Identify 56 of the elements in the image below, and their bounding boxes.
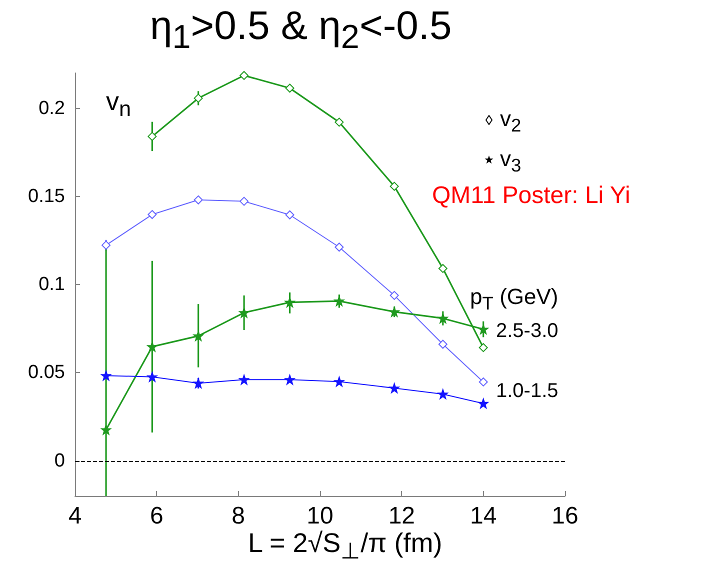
point — [101, 370, 112, 381]
point — [389, 383, 400, 394]
point — [284, 297, 295, 308]
point — [438, 340, 448, 349]
point — [193, 330, 204, 341]
point — [389, 306, 400, 317]
point — [148, 132, 157, 141]
point — [194, 195, 203, 204]
point — [390, 290, 399, 300]
annotation: 1.0-1.5 — [496, 380, 558, 403]
point — [239, 308, 250, 318]
point — [147, 342, 158, 352]
point — [438, 313, 448, 324]
x-tick-label: 16 — [552, 502, 578, 530]
point — [438, 389, 448, 400]
x-tick-label: 12 — [388, 502, 416, 530]
y-axis-title: v$_{n}$ — [106, 86, 132, 122]
y-tick-label: 0.1 — [38, 274, 65, 295]
x-tick-label: 14 — [470, 502, 497, 530]
x-axis-title: L = 2√S$_{⊥}$/π (fm) — [248, 528, 442, 564]
point — [390, 182, 399, 191]
point — [194, 94, 203, 103]
point — [240, 70, 249, 80]
x-tick-label: 6 — [150, 502, 164, 530]
annotation: v$_{2}$ — [500, 106, 522, 136]
point — [148, 210, 157, 220]
point — [438, 264, 448, 273]
annotation: 2.5-3.0 — [496, 320, 558, 343]
point — [239, 374, 250, 385]
annotation: v$_{3}$ — [500, 146, 522, 176]
point — [284, 374, 295, 385]
chart-title: η$_{1}$>0.5 & η$_{2}$<-0.5 — [150, 4, 452, 57]
point — [101, 424, 112, 435]
y-tick-label: 0 — [54, 450, 65, 472]
point — [147, 372, 158, 382]
point — [240, 196, 249, 206]
y-tick-label: 0.05 — [28, 362, 65, 384]
point — [334, 118, 344, 127]
annotation: QM11 Poster: Li Yi — [432, 182, 630, 210]
point — [334, 376, 344, 387]
y-tick-label: 0.15 — [28, 186, 65, 207]
point — [478, 377, 488, 386]
x-tick-label: 10 — [306, 502, 334, 530]
y-tick-label: 0.2 — [38, 98, 65, 119]
point — [478, 343, 488, 352]
x-tick-label: 4 — [68, 502, 82, 530]
point — [285, 84, 294, 93]
point — [334, 242, 344, 252]
x-tick-label: 8 — [232, 502, 246, 530]
annotation: p$_{T}$ (GeV) — [470, 284, 558, 314]
point — [478, 398, 488, 408]
point — [102, 240, 111, 250]
point — [193, 378, 204, 388]
point — [334, 296, 344, 306]
point — [478, 324, 488, 334]
point — [285, 210, 294, 220]
